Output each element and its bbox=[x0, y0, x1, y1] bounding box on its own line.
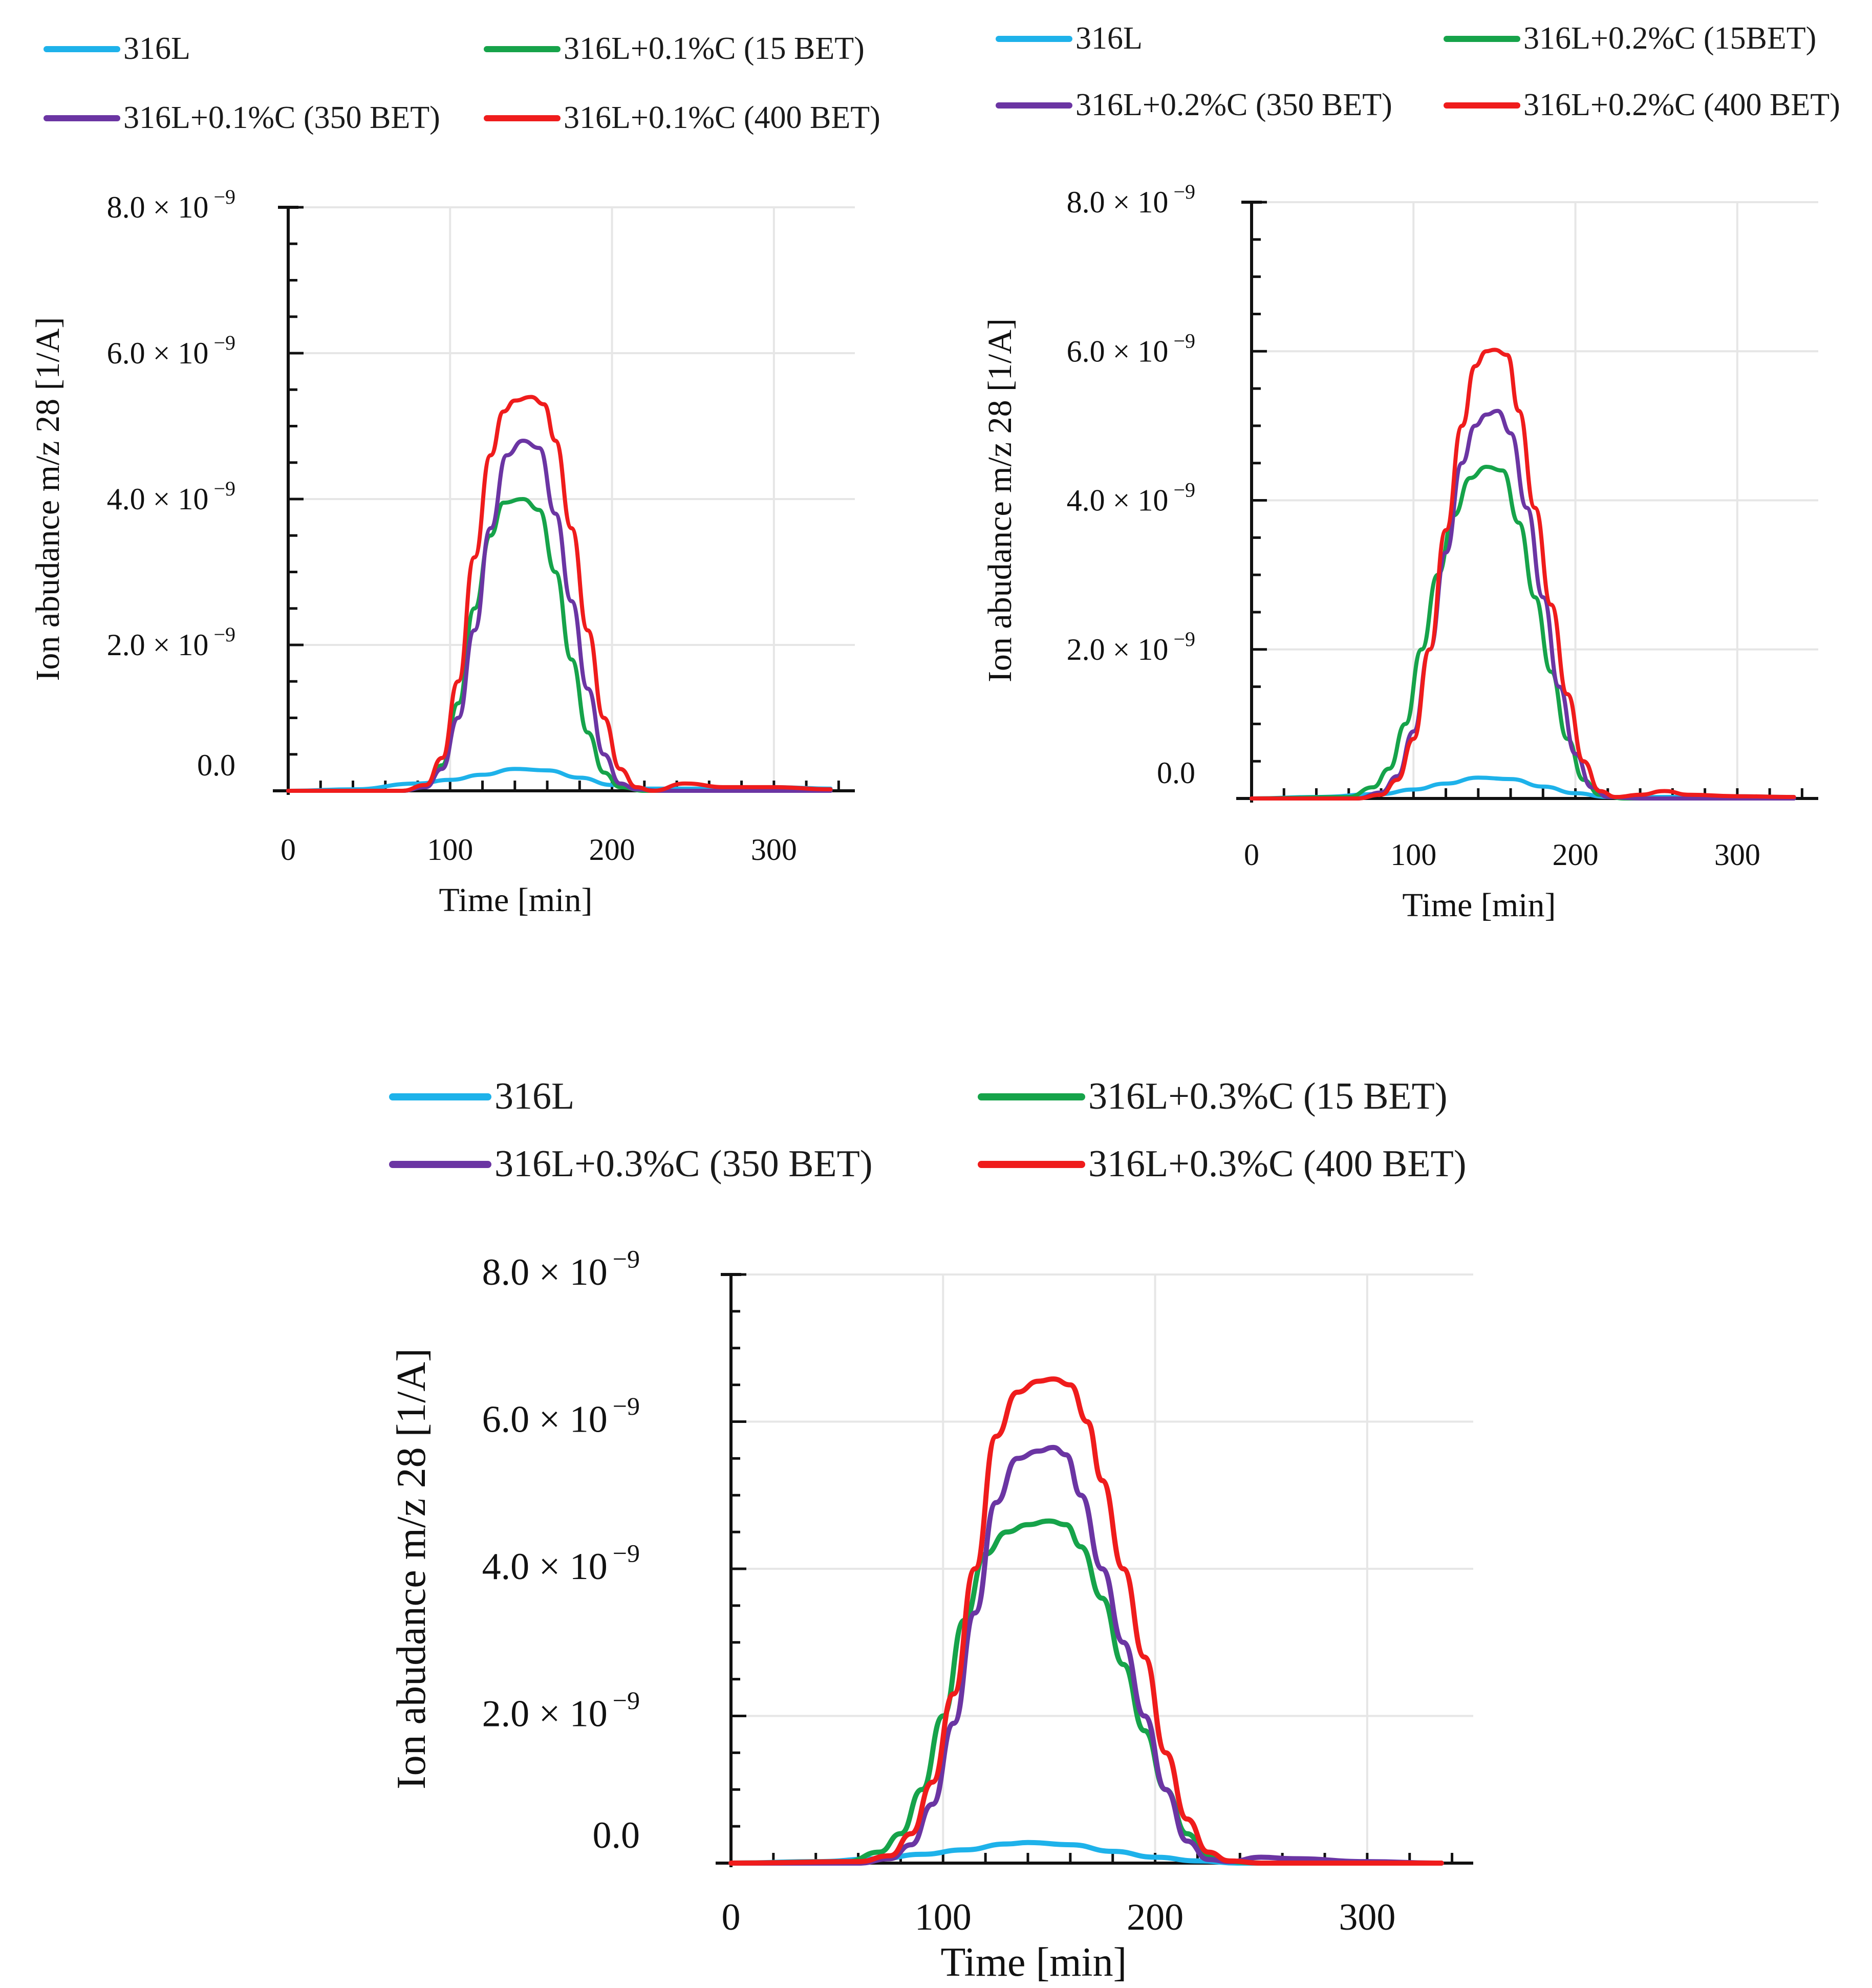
x-tick-label: 100 bbox=[427, 833, 473, 867]
series-line-3 bbox=[286, 395, 833, 793]
legend-label: 316L+0.2%C (400 BET) bbox=[1523, 88, 1840, 122]
series-line-3 bbox=[728, 1376, 1444, 1866]
y-tick-label: 0.0 bbox=[593, 1814, 640, 1856]
legend-item-1-1: 316L+0.1%C (15 BET) bbox=[484, 31, 865, 67]
legend-item-3-1: 316L+0.3%C (15 BET) bbox=[978, 1075, 1447, 1118]
y-tick-label: 6.0 × 10 −9 bbox=[107, 331, 235, 370]
x-tick-label: 200 bbox=[1553, 838, 1599, 872]
y-tick-label: 6.0 × 10 −9 bbox=[482, 1392, 640, 1440]
y-tick-label: 8.0 × 10 −9 bbox=[1067, 180, 1195, 219]
legend-label: 316L+0.3%C (15 BET) bbox=[1088, 1075, 1448, 1117]
y-axis-label: Ion abudance m/z 28 [1/A] bbox=[981, 318, 1019, 682]
x-tick-label: 0 bbox=[722, 1896, 741, 1938]
legend-label: 316L+0.1%C (400 BET) bbox=[564, 100, 880, 135]
legend-swatch-316L bbox=[44, 46, 120, 52]
legend-swatch-15bet bbox=[978, 1093, 1085, 1100]
legend-label: 316L bbox=[123, 31, 190, 66]
legend-swatch-15bet bbox=[484, 46, 561, 52]
y-tick-label: 2.0 × 10 −9 bbox=[107, 623, 235, 662]
series-line-3 bbox=[1250, 348, 1796, 801]
legend-swatch-350bet bbox=[44, 115, 120, 121]
legend-1: 316L 316L+0.1%C (15 BET) 316L+0.1%C (350… bbox=[0, 0, 937, 154]
series-line-1 bbox=[1250, 464, 1796, 801]
y-tick-label: 0.0 bbox=[1157, 756, 1195, 790]
x-tick-label: 0 bbox=[281, 833, 296, 867]
legend-swatch-316L bbox=[389, 1093, 491, 1100]
y-tick-label: 8.0 × 10 −9 bbox=[107, 185, 235, 224]
legend-swatch-400bet bbox=[484, 115, 561, 121]
legend-item-1-0: 316L bbox=[44, 31, 190, 67]
x-tick-label: 200 bbox=[589, 833, 635, 867]
legend-label: 316L+0.1%C (350 BET) bbox=[123, 100, 440, 135]
legend-item-3-2: 316L+0.3%C (350 BET) bbox=[389, 1142, 872, 1186]
x-tick-label: 100 bbox=[915, 1896, 972, 1938]
y-tick-label: 2.0 × 10 −9 bbox=[1067, 628, 1195, 666]
y-axis-label: Ion abudance m/z 28 [1/A] bbox=[389, 1348, 434, 1789]
series-line-2 bbox=[728, 1444, 1444, 1866]
legend-item-2-2: 316L+0.2%C (350 BET) bbox=[996, 87, 1392, 123]
legend-item-1-2: 316L+0.1%C (350 BET) bbox=[44, 100, 440, 136]
series-line-2 bbox=[1250, 408, 1796, 801]
legend-swatch-400bet bbox=[1444, 102, 1520, 109]
y-tick-label: 4.0 × 10 −9 bbox=[1067, 479, 1195, 517]
x-tick-label: 100 bbox=[1390, 838, 1436, 872]
legend-item-2-3: 316L+0.2%C (400 BET) bbox=[1444, 87, 1840, 123]
x-axis-label: Time [min] bbox=[941, 1940, 1127, 1985]
legend-item-1-3: 316L+0.1%C (400 BET) bbox=[484, 100, 880, 136]
legend-swatch-400bet bbox=[978, 1160, 1085, 1168]
series-line-2 bbox=[286, 439, 833, 793]
legend-2: 316L 316L+0.2%C (15BET) 316L+0.2%C (350 … bbox=[937, 0, 1872, 154]
legend-swatch-350bet bbox=[996, 102, 1072, 109]
legend-label: 316L bbox=[494, 1075, 575, 1117]
y-tick-label: 8.0 × 10 −9 bbox=[482, 1245, 640, 1293]
x-tick-label: 200 bbox=[1127, 1896, 1184, 1938]
legend-label: 316L+0.2%C (350 BET) bbox=[1075, 88, 1392, 122]
y-axis-label: Ion abudance m/z 28 [1/A] bbox=[29, 317, 67, 681]
legend-label: 316L+0.3%C (400 BET) bbox=[1088, 1143, 1467, 1185]
legend-swatch-15bet bbox=[1444, 35, 1520, 42]
x-tick-label: 0 bbox=[1244, 838, 1259, 872]
x-tick-label: 300 bbox=[1714, 838, 1760, 872]
legend-label: 316L+0.3%C (350 BET) bbox=[494, 1143, 873, 1185]
series-line-1 bbox=[728, 1518, 1444, 1866]
y-tick-label: 6.0 × 10 −9 bbox=[1067, 329, 1195, 368]
legend-swatch-350bet bbox=[389, 1160, 491, 1168]
y-tick-label: 4.0 × 10 −9 bbox=[482, 1539, 640, 1588]
legend-label: 316L+0.2%C (15BET) bbox=[1523, 21, 1817, 56]
x-axis-label: Time [min] bbox=[1402, 887, 1556, 924]
legend-3: 316L 316L+0.3%C (15 BET) 316L+0.3%C (350… bbox=[0, 973, 1872, 1239]
x-axis-label: Time [min] bbox=[439, 881, 592, 919]
legend-label: 316L bbox=[1075, 21, 1143, 56]
y-tick-label: 0.0 bbox=[197, 748, 235, 782]
legend-label: 316L+0.1%C (15 BET) bbox=[564, 31, 865, 66]
legend-swatch-316L bbox=[996, 35, 1072, 42]
y-tick-label: 2.0 × 10 −9 bbox=[482, 1686, 640, 1735]
chart-panel-1: 316L 316L+0.1%C (15 BET) 316L+0.1%C (350… bbox=[0, 0, 937, 973]
plot-2: 0 100 200 300 0.0 2.0 × 10 −9 4.0 × 10 −9 6.0 × 1… bbox=[981, 180, 1818, 924]
legend-item-2-1: 316L+0.2%C (15BET) bbox=[1444, 20, 1816, 57]
chart-panel-3: 316L 316L+0.3%C (15 BET) 316L+0.3%C (350… bbox=[0, 973, 1872, 1988]
legend-item-3-3: 316L+0.3%C (400 BET) bbox=[978, 1142, 1466, 1186]
x-tick-label: 300 bbox=[1339, 1896, 1395, 1938]
plot-3: 0 100 200 300 0.0 2.0 × 10 −9 4.0 × 10 −9 6.0 × 1… bbox=[389, 1245, 1473, 1985]
chart-panel-2: 316L 316L+0.2%C (15BET) 316L+0.2%C (350 … bbox=[937, 0, 1872, 973]
plot-1: 0 100 200 300 0.0 2.0 × 10 −9 4.0 × 10 −9 6.0 × 1… bbox=[29, 185, 855, 919]
x-tick-label: 300 bbox=[751, 833, 797, 867]
y-tick-label: 4.0 × 10 −9 bbox=[107, 477, 235, 516]
legend-item-3-0: 316L bbox=[389, 1075, 574, 1118]
legend-item-2-0: 316L bbox=[996, 20, 1143, 57]
